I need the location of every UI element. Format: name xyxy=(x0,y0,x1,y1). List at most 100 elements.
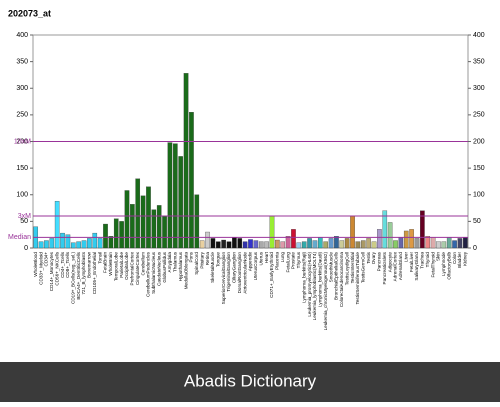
x-tick-label: Kidney xyxy=(463,251,468,266)
x-tick-label: Leukemia_lymphoblastic(MOLT4) xyxy=(312,252,317,321)
x-tick-label: BDCA4+_DentriticCells xyxy=(76,251,81,299)
bar xyxy=(371,241,377,249)
bar xyxy=(420,210,425,249)
bar xyxy=(108,236,114,249)
bar xyxy=(60,232,65,249)
bar xyxy=(436,241,441,249)
x-tick-label: Lung xyxy=(280,252,285,263)
x-tick-label: Adipocyte xyxy=(387,252,392,273)
bar xyxy=(382,210,388,249)
x-tick-label: TrigeminalGanglion xyxy=(226,252,231,292)
bar xyxy=(189,112,194,249)
bar xyxy=(301,241,307,249)
x-tick-label: ParietalLobe xyxy=(119,252,124,278)
x-tick-label: TestisSeminiferousTubule xyxy=(355,252,360,305)
x-tick-label: Trachea xyxy=(420,252,425,269)
x-tick-label: Lymphoma_burkitts(Daudi) xyxy=(318,252,323,307)
x-tick-label: Ovary xyxy=(371,251,376,264)
x-tick-label: WholeBrain xyxy=(108,252,113,276)
bar xyxy=(103,223,108,249)
y-tick-label: 100 xyxy=(16,192,28,199)
bar xyxy=(280,241,286,249)
x-tick-label: AtrioventricularNode xyxy=(242,252,247,294)
bar xyxy=(237,238,243,249)
bar xyxy=(430,237,436,249)
bar xyxy=(178,156,183,249)
bar xyxy=(355,241,361,249)
bar xyxy=(38,241,44,249)
bar xyxy=(70,242,76,249)
bar xyxy=(194,194,200,249)
bar xyxy=(366,238,371,249)
x-tick-label: TestisLeydigCell xyxy=(344,252,349,285)
x-tick-label: Thyroid xyxy=(425,252,430,268)
x-tick-label: Hypothalamus xyxy=(178,251,183,281)
chart-title: 202073_at xyxy=(8,8,51,18)
bar xyxy=(87,238,92,249)
x-tick-label: CiliaryGanglion xyxy=(232,252,237,284)
bar xyxy=(162,215,167,249)
bar xyxy=(173,143,178,249)
x-tick-label: Lymphoma_burkitts(Raji) xyxy=(301,252,306,303)
x-tick-label: WholeBlood xyxy=(33,252,38,277)
bar xyxy=(323,241,328,249)
x-tick-label: Leukemia_chronicMyelogenous(K562) xyxy=(323,252,328,331)
bar xyxy=(441,241,447,249)
bar xyxy=(215,241,221,249)
x-tick-label: Lymphnode xyxy=(441,252,446,276)
x-tick-label: SkeletalMuscle xyxy=(210,252,215,283)
x-tick-label: TemporalLobe xyxy=(113,252,118,282)
bar xyxy=(403,230,409,249)
x-tick-label: OccipitalLobe xyxy=(124,252,129,280)
x-tick-label: CD8+_Tcells xyxy=(65,251,70,278)
x-tick-label: Pituitary xyxy=(199,251,204,268)
bar xyxy=(156,205,162,249)
x-tick-label: Heart xyxy=(264,251,269,263)
bar xyxy=(425,236,431,249)
x-tick-label: CaudateNucleus xyxy=(156,251,161,286)
y2-tick-label: 250 xyxy=(473,112,485,119)
bar xyxy=(463,237,468,249)
reference-label: 3xM xyxy=(18,213,31,220)
bar xyxy=(119,221,124,249)
bar xyxy=(414,238,420,249)
bar xyxy=(130,204,135,249)
x-tick-label: Retina xyxy=(205,252,210,266)
y2-tick-label: 50 xyxy=(473,218,481,225)
x-tick-label: CD56+_NKCells xyxy=(54,251,59,285)
bar xyxy=(253,240,259,249)
bar xyxy=(76,241,81,249)
y-tick-label: 200 xyxy=(16,138,28,145)
bar xyxy=(146,186,151,249)
bar xyxy=(452,240,457,249)
bar xyxy=(409,229,414,249)
y2-tick-label: 100 xyxy=(473,192,485,199)
x-tick-label: OlfactoryBulb xyxy=(446,252,451,280)
bar xyxy=(350,215,355,249)
bar xyxy=(65,234,71,249)
bar xyxy=(318,237,323,249)
y-tick-label: 150 xyxy=(16,165,28,172)
bar xyxy=(275,239,280,249)
bar xyxy=(446,237,452,249)
x-tick-label: CD34+ xyxy=(44,252,49,267)
footer-bar xyxy=(0,362,500,402)
y2-tick-label: 350 xyxy=(473,58,485,65)
bar xyxy=(312,240,318,249)
x-tick-label: CD71+_EarlyErythroid xyxy=(269,252,274,298)
x-tick-label: AdrenalGland xyxy=(398,252,403,281)
x-tick-label: PrefrontalCortex xyxy=(130,251,135,285)
x-tick-label: BronchialEpithelialCells xyxy=(334,251,339,300)
bar xyxy=(269,215,275,249)
x-tick-label: DorsalRootGanglion xyxy=(237,252,242,294)
x-tick-label: Testis xyxy=(366,251,371,263)
x-tick-label: SuperiorCervicalGanglion xyxy=(221,252,226,305)
reference-label: Median xyxy=(8,234,31,241)
y-tick-label: 400 xyxy=(16,32,28,39)
bar xyxy=(258,241,264,249)
x-tick-label: PancreaticIslets xyxy=(382,251,387,284)
x-tick-label: CingulateCortex xyxy=(135,251,140,285)
x-tick-label: FetalBrain xyxy=(103,252,108,273)
bar xyxy=(183,73,189,249)
